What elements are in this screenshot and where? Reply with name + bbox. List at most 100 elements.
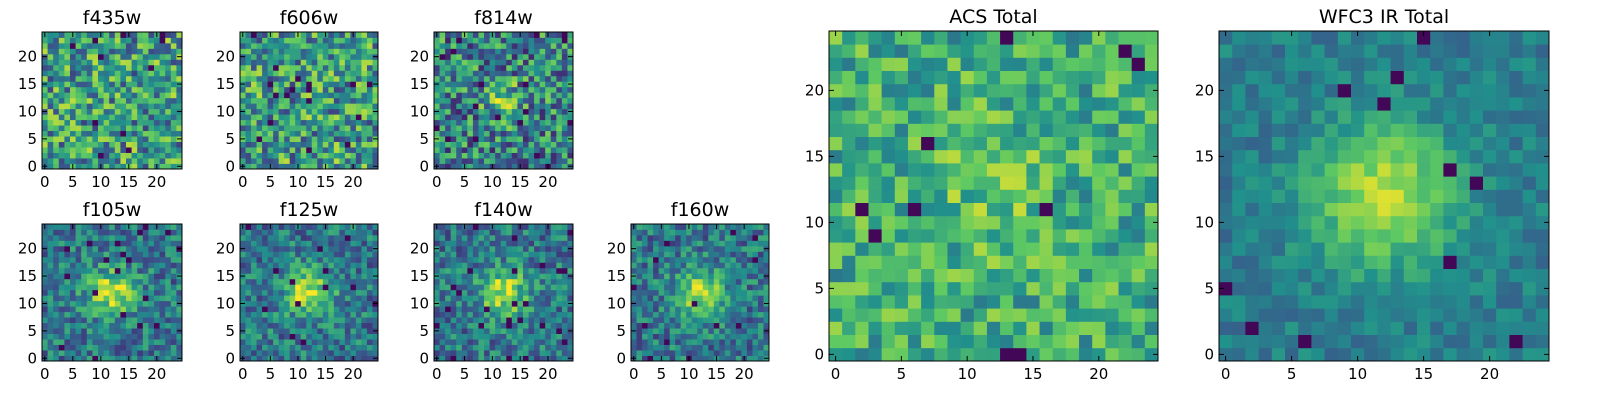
heatmap-cell	[489, 158, 496, 164]
y-tick-label: 15	[410, 267, 429, 285]
heatmap-cell	[434, 103, 440, 110]
heatmap-cell	[75, 119, 82, 126]
heatmap-cell	[350, 245, 357, 252]
heatmap-cell	[81, 333, 88, 340]
heatmap-cell	[680, 350, 687, 356]
heatmap-cell	[64, 224, 71, 230]
heatmap-cell	[267, 344, 274, 351]
heatmap-cell	[746, 256, 753, 263]
heatmap-cell	[289, 141, 296, 148]
heatmap-cell	[478, 306, 485, 313]
heatmap-cell	[539, 59, 546, 66]
heatmap-cell	[545, 322, 552, 329]
heatmap-cell	[556, 289, 563, 296]
heatmap-cell	[500, 92, 507, 99]
heatmap-cell	[284, 317, 291, 324]
heatmap-cell	[256, 328, 263, 334]
heatmap-cells	[42, 32, 183, 170]
heatmap-cell	[550, 97, 557, 104]
heatmap-cell	[328, 311, 335, 318]
heatmap-cell	[165, 306, 172, 313]
heatmap-cell	[350, 103, 357, 110]
heatmap-cell	[456, 64, 463, 71]
heatmap-cell	[366, 97, 373, 104]
heatmap-cell	[300, 48, 307, 55]
heatmap-cell	[757, 306, 764, 313]
heatmap-cell	[450, 81, 457, 88]
heatmap-cell	[273, 86, 280, 93]
heatmap-cell	[170, 81, 177, 88]
heatmap-cell	[256, 240, 263, 247]
heatmap-cell	[986, 229, 1001, 243]
heatmap-cell	[344, 59, 351, 66]
heatmap-cell	[154, 328, 160, 334]
heatmap-cell	[907, 176, 922, 190]
heatmap-cell	[1000, 334, 1014, 349]
heatmap-cell	[511, 42, 518, 49]
heatmap-cell	[289, 130, 296, 137]
heatmap-cell	[317, 333, 324, 340]
heatmap-cell	[907, 268, 922, 283]
heatmap-cell	[511, 97, 518, 104]
heatmap-cell	[697, 350, 704, 356]
heatmap-cell	[1118, 215, 1133, 230]
heatmap-cell	[120, 295, 127, 302]
heatmap-cell	[92, 37, 99, 44]
heatmap-cell	[528, 64, 535, 71]
heatmap-cell	[328, 108, 335, 115]
heatmap-cell	[251, 256, 257, 263]
heatmap-cell	[366, 322, 373, 329]
heatmap-cell	[719, 322, 726, 329]
heatmap-cell	[445, 81, 452, 88]
heatmap-cell	[176, 152, 183, 159]
heatmap-cell	[355, 42, 362, 49]
heatmap-cell	[680, 289, 687, 296]
heatmap-cell	[472, 130, 479, 137]
heatmap-cell	[461, 333, 468, 340]
heatmap-cell	[284, 251, 291, 258]
heatmap-cell	[262, 355, 268, 362]
heatmap-cell	[439, 229, 446, 236]
heatmap-cell	[42, 119, 48, 126]
heatmap-cell	[300, 86, 307, 93]
heatmap-cell	[495, 355, 502, 362]
heatmap-cell	[142, 273, 149, 280]
heatmap-cell	[165, 256, 172, 263]
heatmap-cell	[64, 75, 71, 82]
heatmap-cell	[311, 245, 318, 252]
heatmap-cell	[256, 125, 263, 132]
heatmap-cell	[92, 163, 99, 170]
heatmap-cell	[467, 289, 474, 296]
heatmap-cell	[647, 251, 654, 258]
heatmap-cell	[289, 224, 296, 230]
heatmap-cell	[829, 242, 843, 256]
heatmap-cell	[434, 152, 440, 159]
heatmap-cell	[295, 147, 302, 153]
heatmap-cell	[434, 295, 440, 302]
heatmap-cell	[842, 149, 856, 164]
heatmap-cell	[842, 215, 856, 230]
heatmap-cell	[708, 245, 715, 252]
heatmap-cell	[240, 240, 246, 247]
heatmap-cell	[126, 328, 132, 334]
heatmap-cell	[757, 284, 764, 291]
heatmap-cell	[511, 130, 518, 137]
heatmap-cell	[109, 59, 116, 66]
heatmap-cell	[300, 273, 307, 280]
heatmap-cell	[517, 42, 524, 49]
heatmap-cell	[489, 273, 496, 280]
heatmap-cell	[636, 284, 643, 291]
heatmap-cell	[256, 70, 263, 77]
heatmap-cell	[506, 256, 513, 263]
heatmap-cell	[350, 333, 357, 340]
heatmap-cell	[631, 240, 637, 247]
heatmap-cell	[495, 119, 502, 126]
heatmap-cell	[75, 333, 82, 340]
heatmap-cell	[278, 278, 285, 285]
heatmap-cell	[500, 119, 507, 126]
heatmap-cell	[489, 136, 496, 142]
axes-frame	[239, 223, 379, 362]
heatmap-cell	[986, 176, 1001, 190]
heatmap-cell	[245, 306, 252, 313]
